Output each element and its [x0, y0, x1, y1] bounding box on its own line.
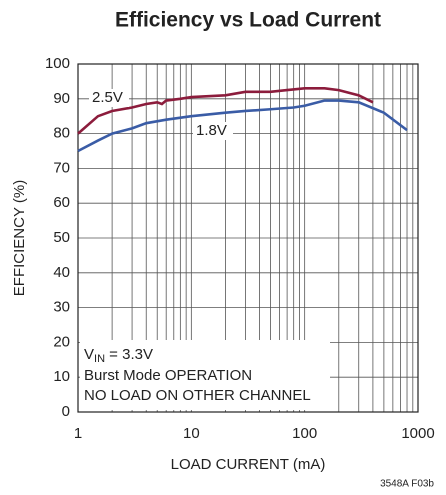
label-bg [89, 89, 129, 107]
x-axis-label: LOAD CURRENT (mA) [171, 456, 326, 473]
annotation-rest: = 3.3V [105, 346, 153, 363]
chart-title: Efficiency vs Load Current [115, 9, 381, 32]
y-tick-label: 70 [53, 159, 70, 176]
x-tick-label: 100 [292, 425, 317, 442]
series-label: 1.8V [196, 122, 227, 139]
y-tick-label: 40 [53, 264, 70, 281]
y-tick-label: 90 [53, 90, 70, 107]
y-tick-label: 30 [53, 299, 70, 316]
line [77, 87, 374, 135]
y-tick-label: 10 [53, 368, 70, 385]
x-tick-label: 1 [74, 425, 82, 442]
x-tick-label: 1000 [401, 425, 434, 442]
annotation-line: Burst Mode OPERATION [84, 367, 252, 384]
annotation: VIN = 3.3V [84, 346, 153, 365]
y-tick-label: 50 [53, 229, 70, 246]
y-axis-label: EFFICIENCY (%) [11, 180, 28, 296]
label-bg [193, 122, 233, 140]
annotation-v: V [84, 346, 94, 363]
y-tick-label: 60 [53, 194, 70, 211]
plot-border [77, 63, 419, 413]
y-tick-label: 20 [53, 333, 70, 350]
y-tick-label: 80 [53, 125, 70, 142]
y-tick-label: 100 [45, 55, 70, 72]
annotation-line: NO LOAD ON OTHER CHANNEL [84, 387, 311, 404]
y-tick-label: 0 [62, 403, 70, 420]
annotation-bg [80, 340, 330, 410]
x-tick-label: 10 [183, 425, 200, 442]
series-label: 2.5V [92, 89, 123, 106]
footer: 3548A F03b [380, 479, 434, 490]
annotation-sub: IN [94, 353, 105, 365]
line [77, 99, 408, 153]
